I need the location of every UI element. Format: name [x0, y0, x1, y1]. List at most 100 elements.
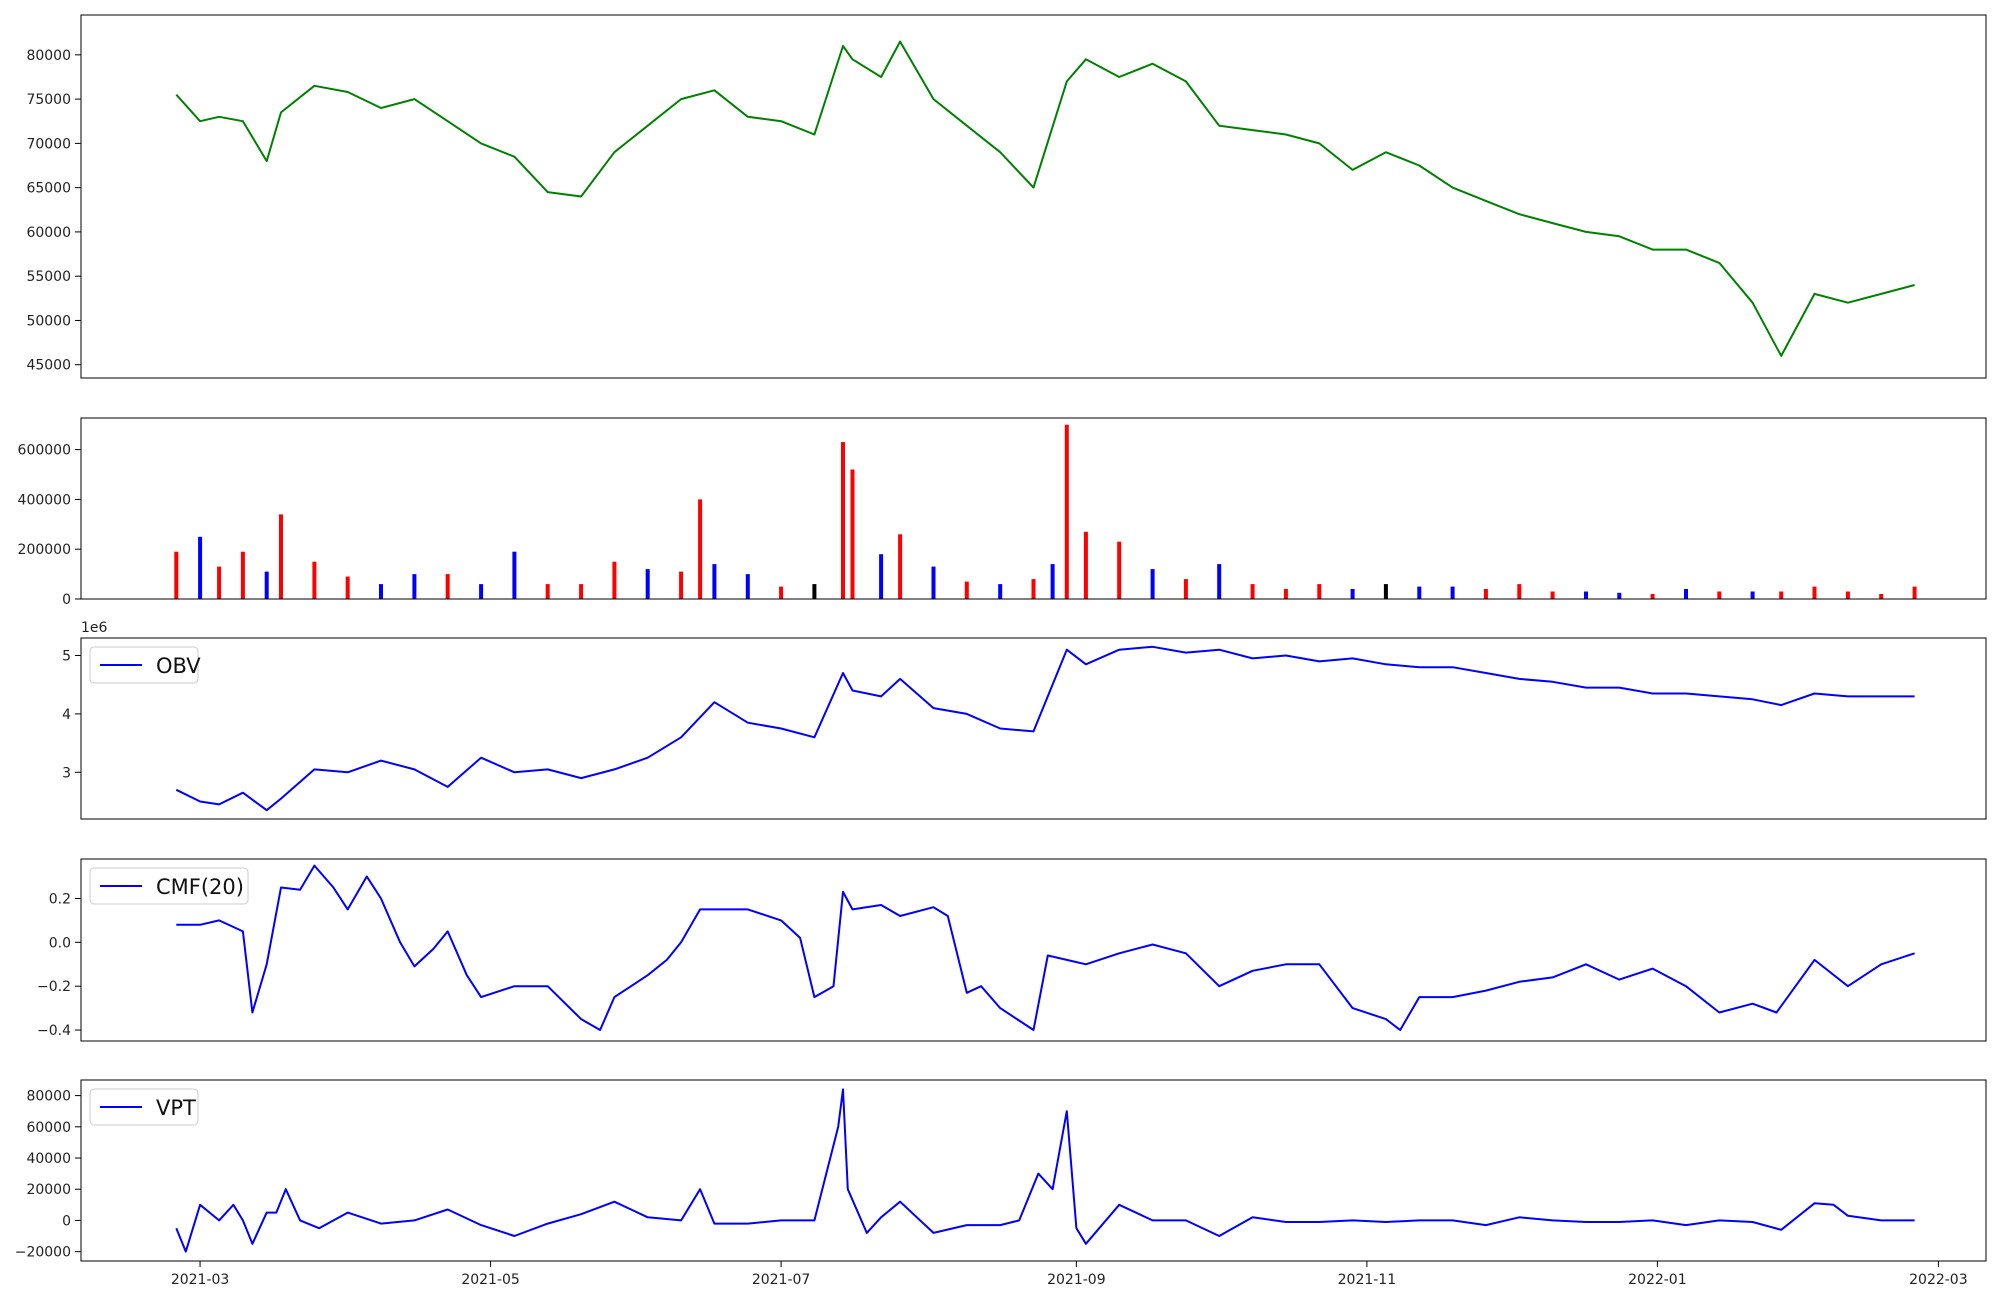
volume-bar	[841, 442, 845, 599]
y-tick-label: −20000	[15, 1245, 71, 1261]
volume-bar	[174, 551, 179, 599]
x-tick-label: 2022-01	[1628, 1272, 1687, 1288]
y-tick-label: 4	[62, 707, 71, 723]
y-tick-label: 45000	[26, 358, 71, 374]
volume-bar	[1250, 584, 1255, 599]
y-tick-label: 60000	[26, 225, 71, 241]
volume-bar	[1845, 591, 1850, 599]
volume-bar	[1912, 586, 1917, 599]
volume-bar	[812, 584, 817, 599]
volume-axes-frame	[80, 417, 1987, 600]
legend-box	[89, 646, 199, 684]
x-tick-label: 2021-03	[171, 1272, 230, 1288]
volume-bar	[1812, 586, 1817, 599]
volume-bar	[964, 581, 969, 599]
y-tick-label: 55000	[26, 269, 71, 285]
volume-bar	[645, 569, 650, 599]
y-tick-label: 0.2	[49, 891, 71, 907]
y-tick-label: −0.2	[37, 979, 71, 995]
volume-bar	[679, 571, 684, 599]
x-tick-label: 2021-05	[461, 1272, 520, 1288]
y-tick-label: 80000	[26, 48, 71, 64]
volume-bar	[1150, 569, 1155, 599]
volume-bar	[1879, 594, 1884, 599]
y-tick-label: 60000	[26, 1120, 71, 1136]
price-panel: 45000 50000 55000 60000 65000 70000 75000 80000	[26, 14, 1987, 379]
y-tick-label: −0.4	[37, 1023, 71, 1039]
obv-legend: OBV	[89, 646, 201, 684]
y-tick-label: 0	[62, 592, 71, 608]
volume-bar	[1383, 584, 1388, 599]
volume-bar	[1550, 591, 1555, 599]
volume-bar	[198, 536, 203, 599]
volume-bar	[1517, 584, 1522, 599]
volume-bar	[579, 584, 584, 599]
volume-bar	[545, 584, 550, 599]
x-tick-label: 2022-03	[1909, 1272, 1968, 1288]
cmf-axes-frame	[80, 858, 1987, 1042]
cmf-series-line	[176, 864, 1915, 1031]
volume-bar	[240, 551, 245, 599]
volume-bar	[217, 566, 222, 599]
y-tick-label: 75000	[26, 92, 71, 108]
vpt-axes-frame	[80, 1079, 1987, 1262]
y-tick-label: 40000	[26, 1151, 71, 1167]
obv-axes-frame	[80, 637, 1987, 820]
y-tick-label: 5	[62, 649, 71, 665]
volume-bar	[1417, 586, 1422, 599]
legend-box	[89, 1088, 199, 1126]
volume-bar	[1183, 579, 1188, 599]
volume-bar	[998, 584, 1003, 599]
y-tick-label: 80000	[26, 1089, 71, 1105]
volume-bar	[412, 574, 417, 599]
y-tick-label: 20000	[26, 1182, 71, 1198]
volume-bar	[850, 469, 855, 599]
volume-panel: 0 200000 400000 600000	[18, 417, 1987, 608]
volume-bar	[1779, 591, 1784, 599]
volume-bar	[479, 584, 484, 599]
y-tick-label: 0.0	[49, 935, 71, 951]
volume-bar	[1050, 564, 1055, 599]
volume-bar	[1350, 589, 1355, 599]
y-tick-label: 600000	[18, 443, 71, 459]
y-tick-label: 0	[62, 1213, 71, 1229]
volume-bar	[279, 514, 283, 599]
obv-panel: 3 4 5 1e6 OBV	[62, 620, 1987, 820]
volume-bar	[698, 499, 703, 599]
volume-bar	[612, 561, 617, 599]
volume-bar	[264, 571, 269, 599]
x-tick-label: 2021-11	[1338, 1272, 1397, 1288]
vpt-panel: −20000 0 20000 40000 60000 80000 2021-03 2021-0…	[15, 1079, 1987, 1288]
volume-bar	[1617, 592, 1622, 599]
y-tick-label: 65000	[26, 181, 71, 197]
volume-bar	[712, 564, 717, 599]
y-exponent-label: 1e6	[81, 620, 108, 636]
volume-bar	[1717, 591, 1722, 599]
volume-bar	[1031, 579, 1036, 599]
y-tick-label: 200000	[18, 542, 71, 558]
volume-bar	[1117, 541, 1122, 599]
volume-bar	[931, 566, 936, 599]
volume-bar	[1283, 589, 1288, 599]
volume-bar	[898, 534, 903, 599]
volume-bar	[1483, 589, 1488, 599]
cmf-legend: CMF(20)	[89, 867, 249, 905]
volume-bar	[379, 584, 383, 599]
legend-box	[89, 867, 249, 905]
volume-bar	[345, 576, 350, 599]
volume-bar	[1750, 591, 1755, 599]
volume-bar	[1684, 589, 1688, 599]
legend-label: CMF(20)	[156, 875, 244, 899]
cmf-panel: −0.4 −0.2 0.0 0.2 CMF(20)	[37, 858, 1987, 1042]
x-tick-label: 2021-09	[1047, 1272, 1106, 1288]
price-axes-frame	[80, 14, 1987, 379]
volume-bar	[879, 554, 884, 599]
price-series-line	[175, 40, 1915, 357]
volume-bar	[779, 586, 784, 599]
volume-bar	[745, 574, 750, 599]
volume-bar	[512, 551, 517, 599]
volume-bar	[1584, 591, 1588, 599]
volume-bar	[1650, 594, 1655, 599]
legend-label: OBV	[156, 654, 201, 678]
